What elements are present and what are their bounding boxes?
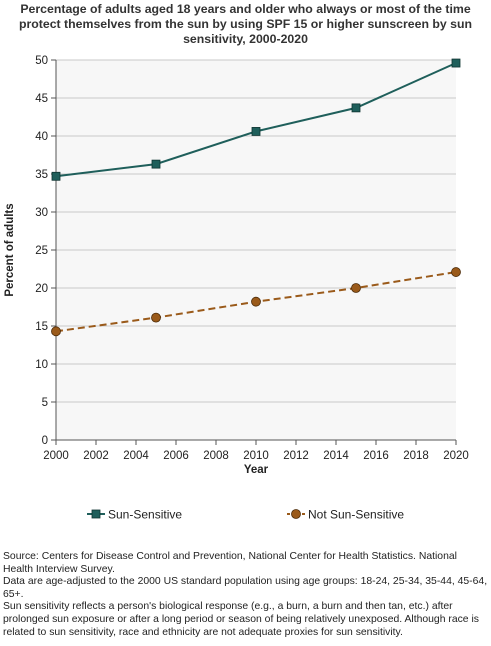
- series-sun-sensitive: [51, 58, 461, 181]
- x-tick-label: 2002: [83, 450, 109, 462]
- age-adjustment-note: Data are age-adjusted to the 2000 US sta…: [3, 576, 488, 600]
- gridlines: [56, 59, 456, 403]
- source-note: Source: Centers for Disease Control and …: [3, 551, 457, 575]
- y-tick-label: 50: [35, 55, 48, 67]
- y-tick-label: 0: [42, 435, 48, 447]
- data-point: [251, 127, 261, 136]
- x-tick-label: 2020: [443, 450, 469, 462]
- data-point: [351, 283, 361, 293]
- data-point: [451, 58, 461, 68]
- x-tick-label: 2012: [283, 450, 309, 462]
- sun-sensitivity-note: Sun sensitivity reflects a person's biol…: [3, 601, 479, 638]
- legend-item-sun-sensitive: Sun-Sensitive: [87, 508, 182, 522]
- legend-label: Sun-Sensitive: [108, 508, 182, 522]
- chart-notes: Source: Centers for Disease Control and …: [3, 551, 489, 639]
- data-point: [151, 159, 161, 169]
- axes: [51, 59, 457, 445]
- y-tick-label: 25: [35, 245, 48, 257]
- x-tick-label: 2004: [123, 450, 149, 462]
- legend-label: Not Sun-Sensitive: [308, 508, 404, 522]
- data-point: [51, 171, 61, 181]
- y-tick-label: 30: [35, 207, 48, 219]
- y-tick-label: 5: [42, 397, 48, 409]
- y-tick-label: 15: [35, 321, 48, 333]
- y-axis-title: Percent of adults: [4, 203, 16, 296]
- y-tick-label: 45: [35, 93, 48, 105]
- x-tick-label: 2016: [363, 450, 389, 462]
- series-layer: [51, 58, 461, 337]
- x-tick-label: 2008: [203, 450, 229, 462]
- y-tick-label: 20: [35, 283, 48, 295]
- data-point: [251, 296, 261, 307]
- data-point: [151, 312, 161, 323]
- tick-labels: 0 5 10 15 20 25 30 35 40 45 50 2000 2002 2004 2006 2008…: [35, 55, 469, 462]
- x-tick-label: 2018: [403, 450, 429, 462]
- x-tick-label: 2014: [323, 450, 349, 462]
- legend-marker: [291, 509, 301, 519]
- legend-item-not-sun-sensitive: Not Sun-Sensitive: [287, 508, 404, 522]
- legend-marker: [91, 509, 101, 519]
- data-point: [51, 326, 61, 337]
- series-not-sun-sensitive: [51, 267, 461, 337]
- y-tick-label: 35: [35, 169, 48, 181]
- y-tick-label: 40: [35, 131, 48, 143]
- x-tick-label: 2010: [243, 450, 269, 462]
- y-tick-label: 10: [35, 359, 48, 371]
- x-axis-title: Year: [244, 464, 269, 476]
- data-point: [451, 267, 461, 277]
- x-tick-label: 2006: [163, 450, 189, 462]
- data-point: [351, 103, 361, 113]
- legend: Sun-Sensitive Not Sun-Sensitive: [87, 508, 404, 522]
- chart-title: Percentage of adults aged 18 years and o…: [18, 2, 473, 46]
- x-tick-label: 2000: [43, 450, 69, 462]
